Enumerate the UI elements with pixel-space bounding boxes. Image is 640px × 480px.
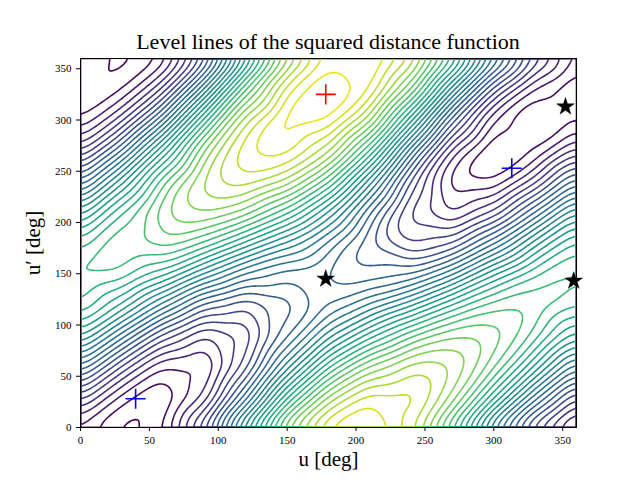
svg-text:350: 350 [55, 62, 72, 74]
svg-text:300: 300 [486, 434, 503, 446]
svg-text:50: 50 [61, 370, 73, 382]
svg-text:0: 0 [78, 434, 84, 446]
svg-text:0: 0 [66, 421, 72, 433]
svg-text:100: 100 [55, 319, 72, 331]
svg-text:200: 200 [348, 434, 365, 446]
html-text:Level lines of the squared dis: Level lines of the squared distance func… [136, 29, 520, 54]
svg-text:250: 250 [55, 165, 72, 177]
svg-text:350: 350 [554, 434, 571, 446]
svg-text:50: 50 [144, 434, 156, 446]
svg-text:250: 250 [417, 434, 434, 446]
svg-text:150: 150 [55, 267, 72, 279]
svg-text:300: 300 [55, 114, 72, 126]
svg-text:u′ [deg]: u′ [deg] [21, 211, 45, 276]
svg-text:200: 200 [55, 216, 72, 228]
svg-text:150: 150 [279, 434, 296, 446]
svg-text:u [deg]: u [deg] [298, 447, 358, 471]
svg-text:100: 100 [210, 434, 227, 446]
